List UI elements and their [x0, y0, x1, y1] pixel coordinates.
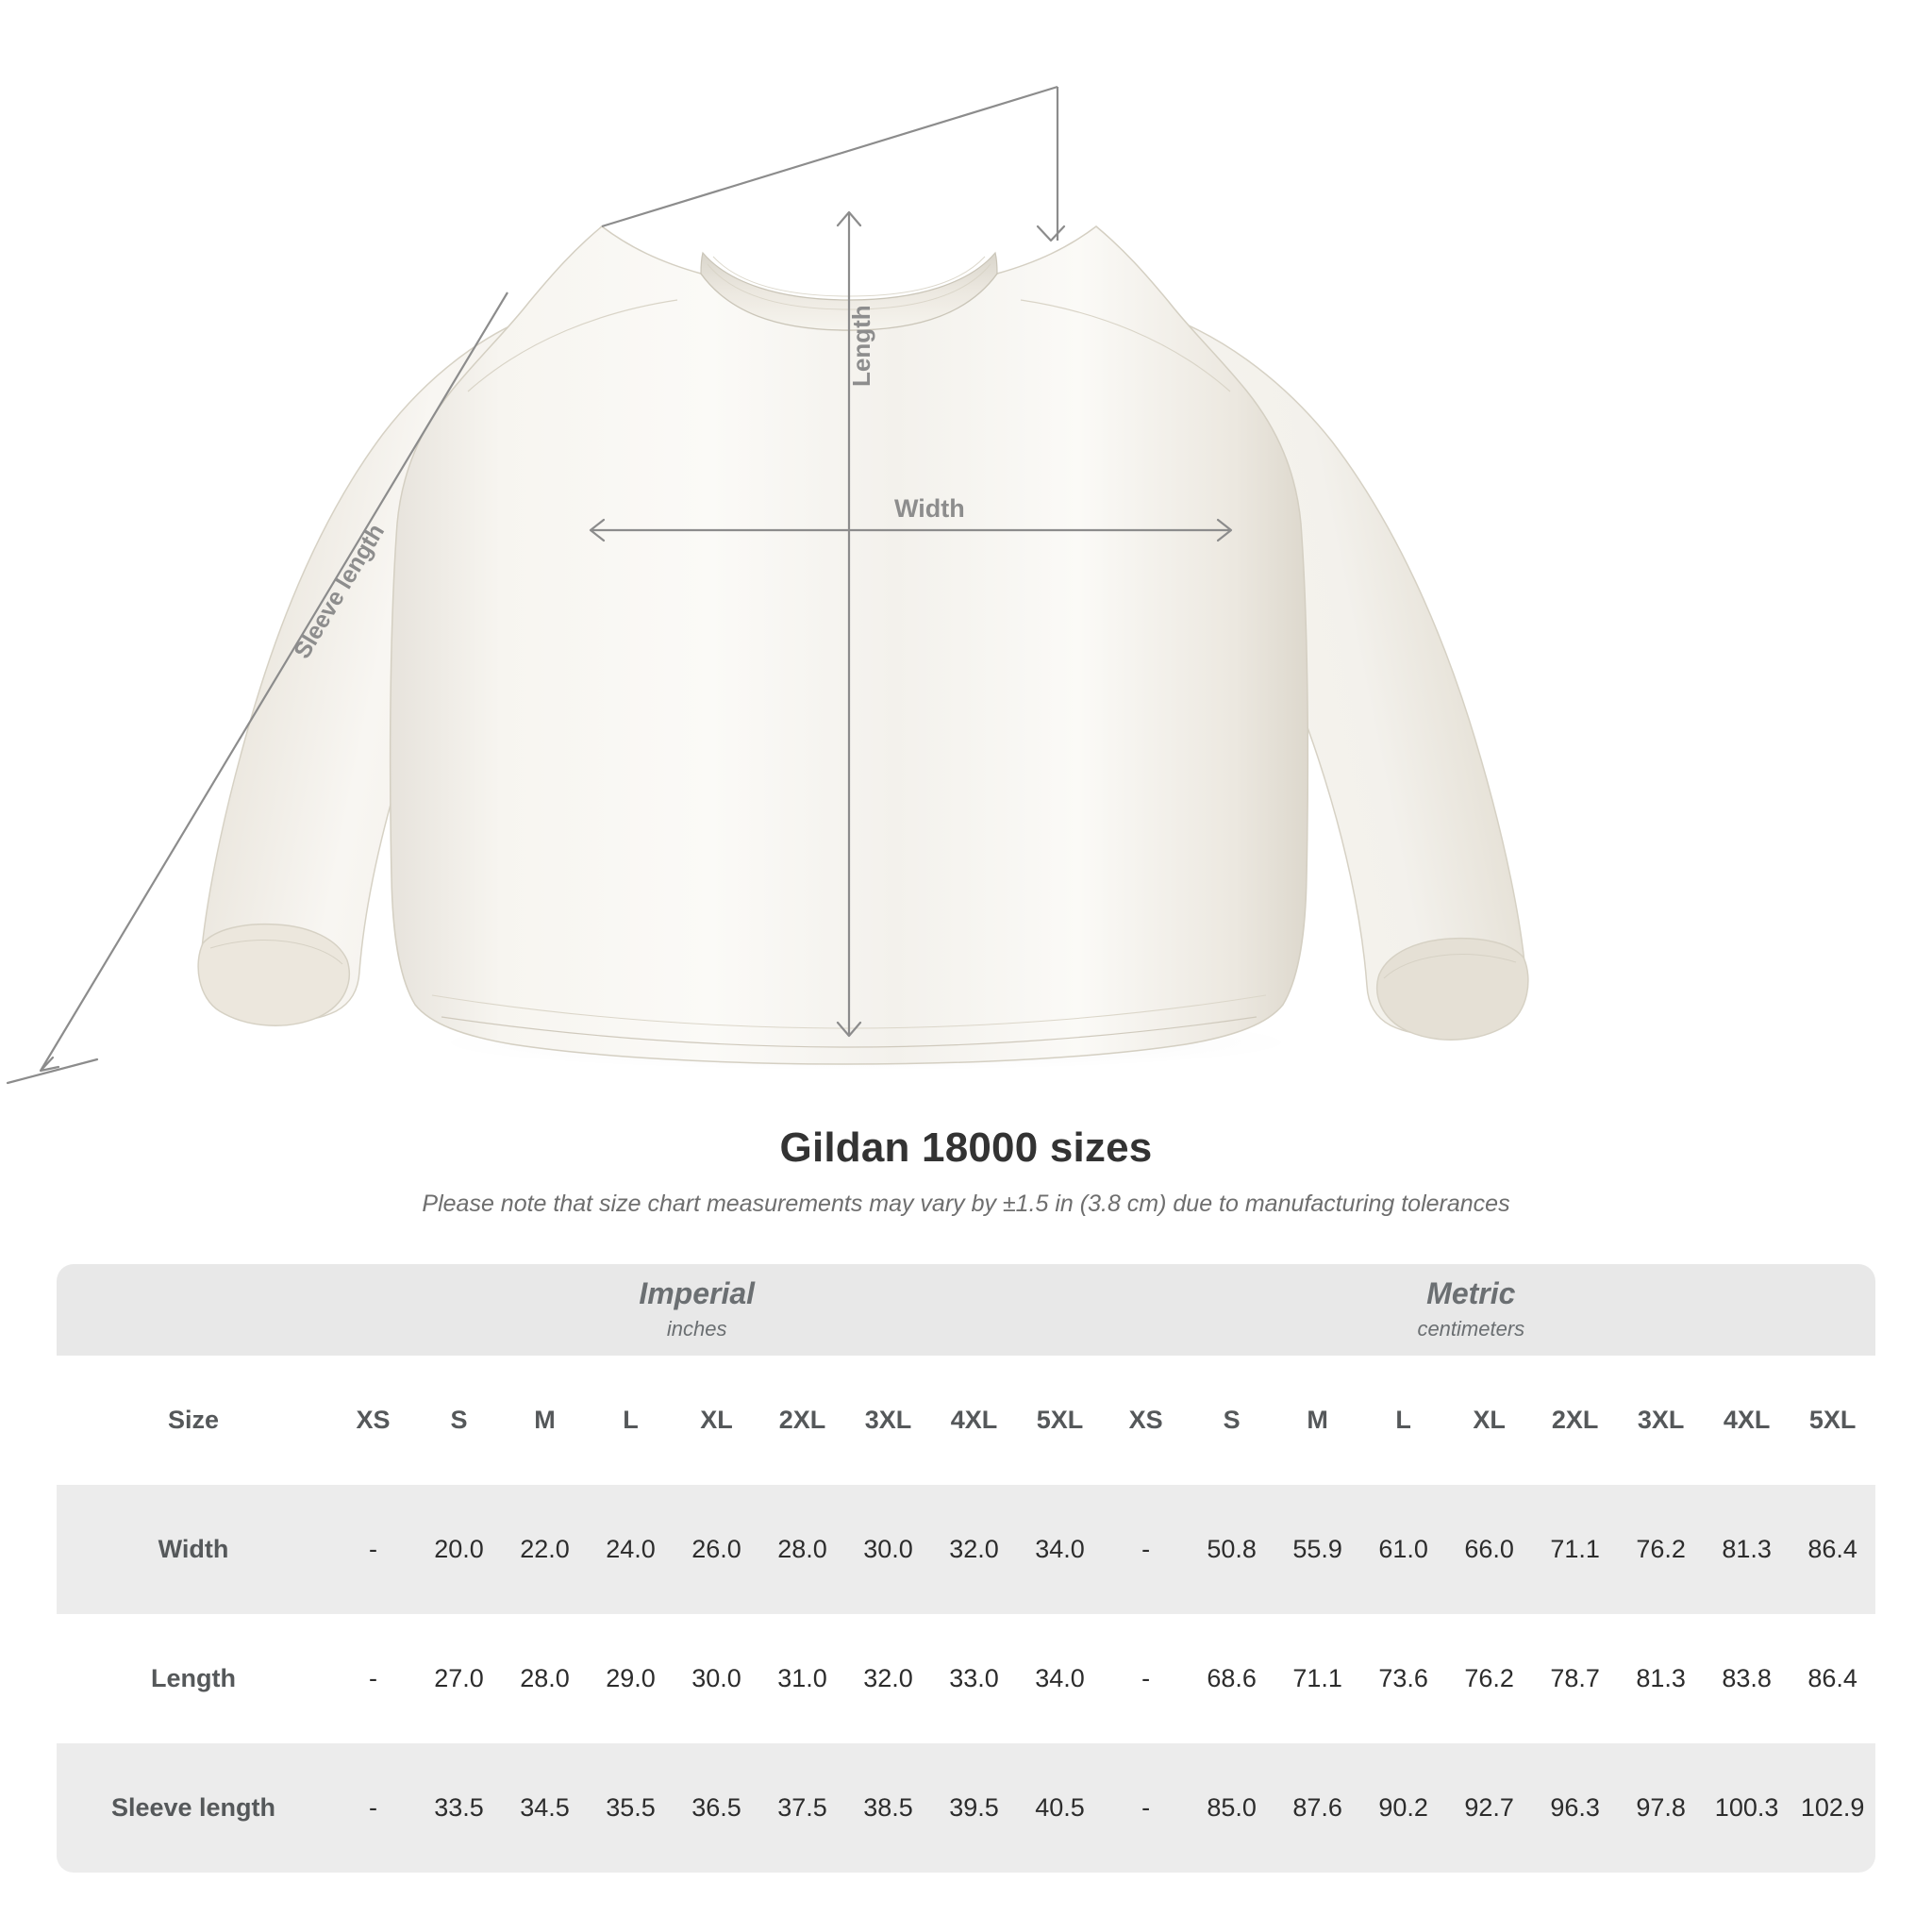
svg-text:Width: Width [894, 494, 965, 523]
svg-text:Length: Length [847, 305, 875, 387]
